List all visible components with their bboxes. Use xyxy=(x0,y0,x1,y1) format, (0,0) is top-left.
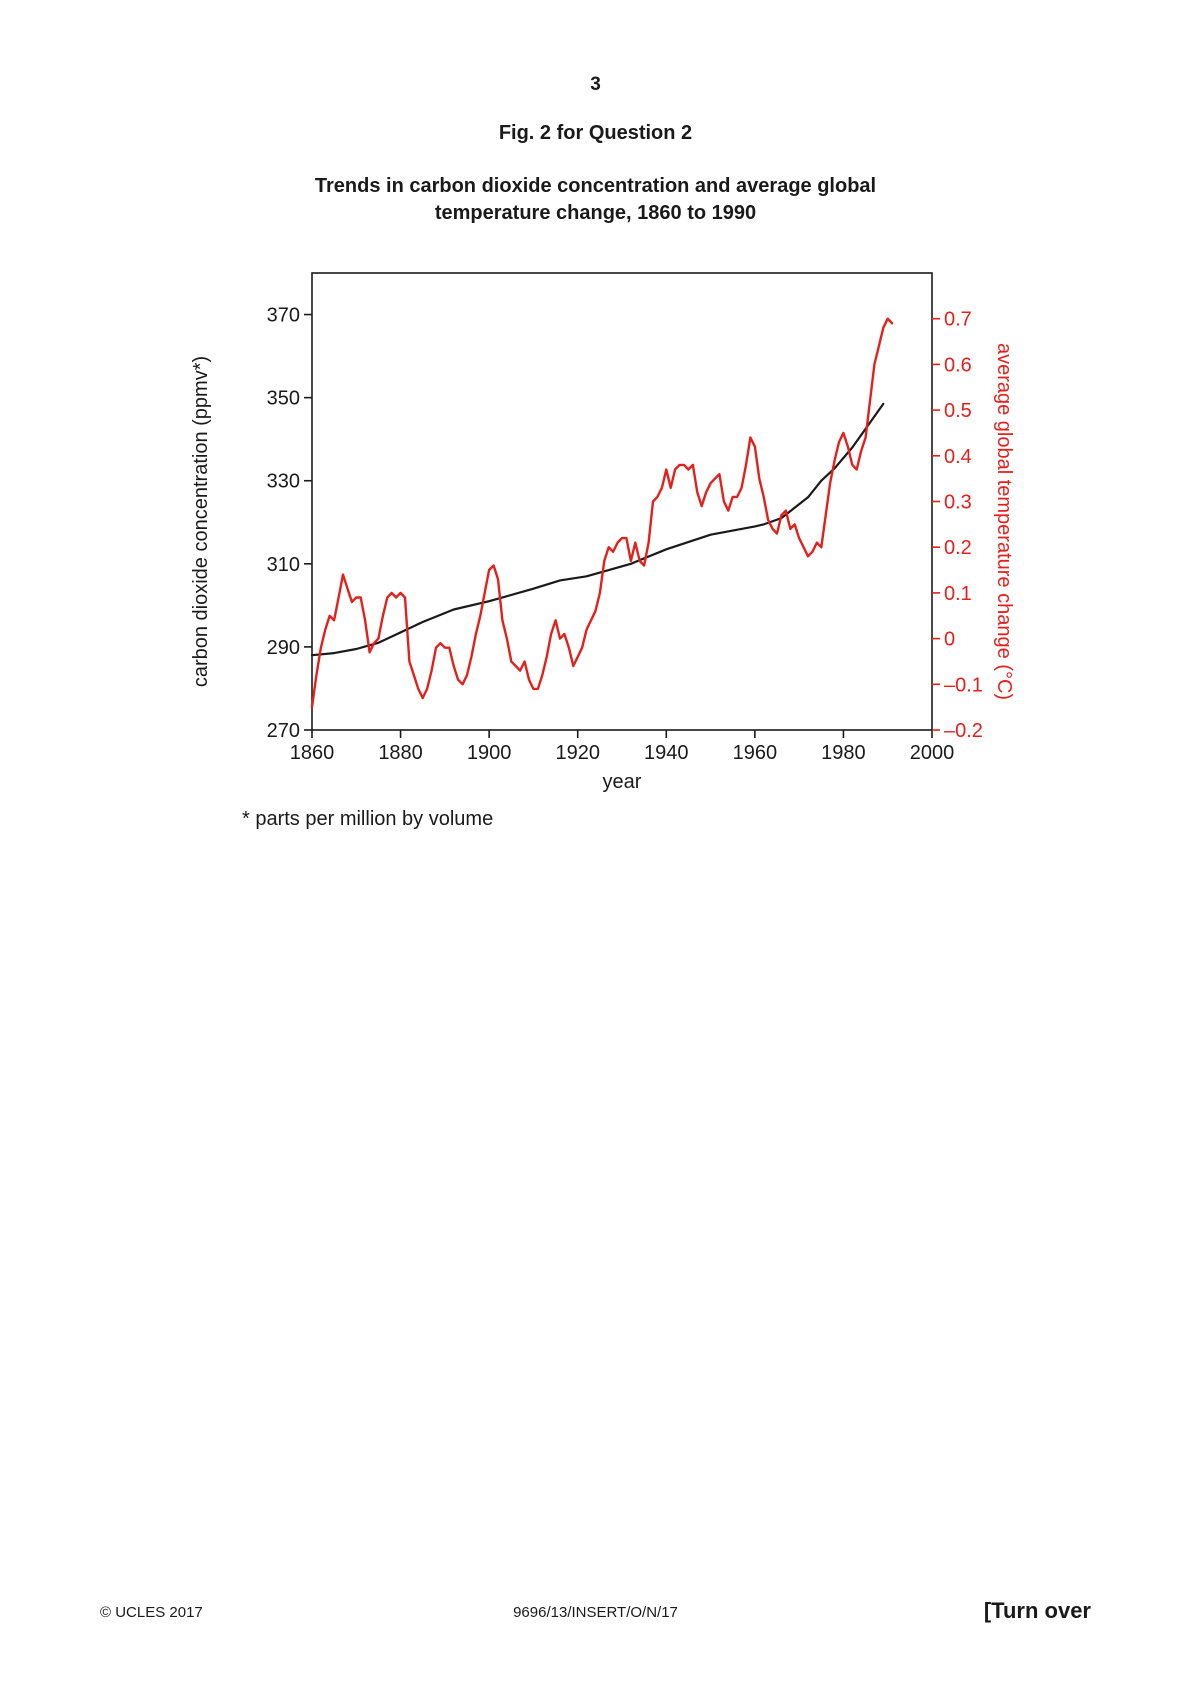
y-right-tick-label: 0.6 xyxy=(944,354,972,376)
x-tick-label: 1860 xyxy=(290,742,335,764)
y-left-tick-label: 310 xyxy=(267,554,300,576)
y-right-tick-label: 0.2 xyxy=(944,537,972,559)
x-tick-label: 1980 xyxy=(821,742,866,764)
co2-series-line xyxy=(310,402,885,657)
y-right-axis-label: average global temperature change (°C) xyxy=(993,343,1015,700)
footer-reference: 9696/13/INSERT/O/N/17 xyxy=(513,1604,678,1621)
x-tick-label: 1920 xyxy=(555,742,600,764)
x-tick-label: 1940 xyxy=(644,742,689,764)
y-right-tick-label: 0.7 xyxy=(944,309,972,331)
x-tick-label: 1960 xyxy=(733,742,778,764)
x-tick-label: 1880 xyxy=(378,742,423,764)
turn-over-label: [Turn over xyxy=(983,1598,1091,1623)
y-left-axis-label: carbon dioxide concentration (ppmv*) xyxy=(190,356,212,687)
footer-copyright: © UCLES 2017 xyxy=(100,1604,203,1621)
y-left-tick-label: 370 xyxy=(267,305,300,327)
temperature-series-line xyxy=(310,317,894,709)
chart-title: Trends in carbon dioxide concentration a… xyxy=(0,173,1191,227)
y-left-tick-label: 270 xyxy=(267,720,300,742)
y-right-tick-label: 0 xyxy=(944,629,955,651)
footnote: * parts per million by volume xyxy=(242,808,494,830)
y-left-tick-label: 350 xyxy=(267,388,300,410)
plot-frame xyxy=(311,272,933,731)
chart-title-line2: temperature change, 1860 to 1990 xyxy=(434,202,757,224)
page-number: 3 xyxy=(590,74,601,95)
figure-label: Fig. 2 for Question 2 xyxy=(498,122,693,144)
x-tick-label: 1900 xyxy=(467,742,512,764)
x-axis-label: year xyxy=(603,771,642,793)
y-right-tick-label: 0.3 xyxy=(944,492,972,514)
chart: 1860 1880 1900 1920 1940 1960 1980 2000 270 290 31… xyxy=(190,272,1015,793)
y-right-tick-label: –0.1 xyxy=(944,674,983,696)
y-left-tick-label: 330 xyxy=(267,471,300,493)
y-right-tick-label: –0.2 xyxy=(944,720,983,742)
chart-title-line1: Trends in carbon dioxide concentration a… xyxy=(314,175,877,197)
y-left-tick-label: 290 xyxy=(267,637,300,659)
y-right-tick-label: 0.5 xyxy=(944,400,972,422)
y-right-tick-label: 0.1 xyxy=(944,583,972,605)
y-right-tick-label: 0.4 xyxy=(944,446,972,468)
x-tick-label: 2000 xyxy=(910,742,955,764)
